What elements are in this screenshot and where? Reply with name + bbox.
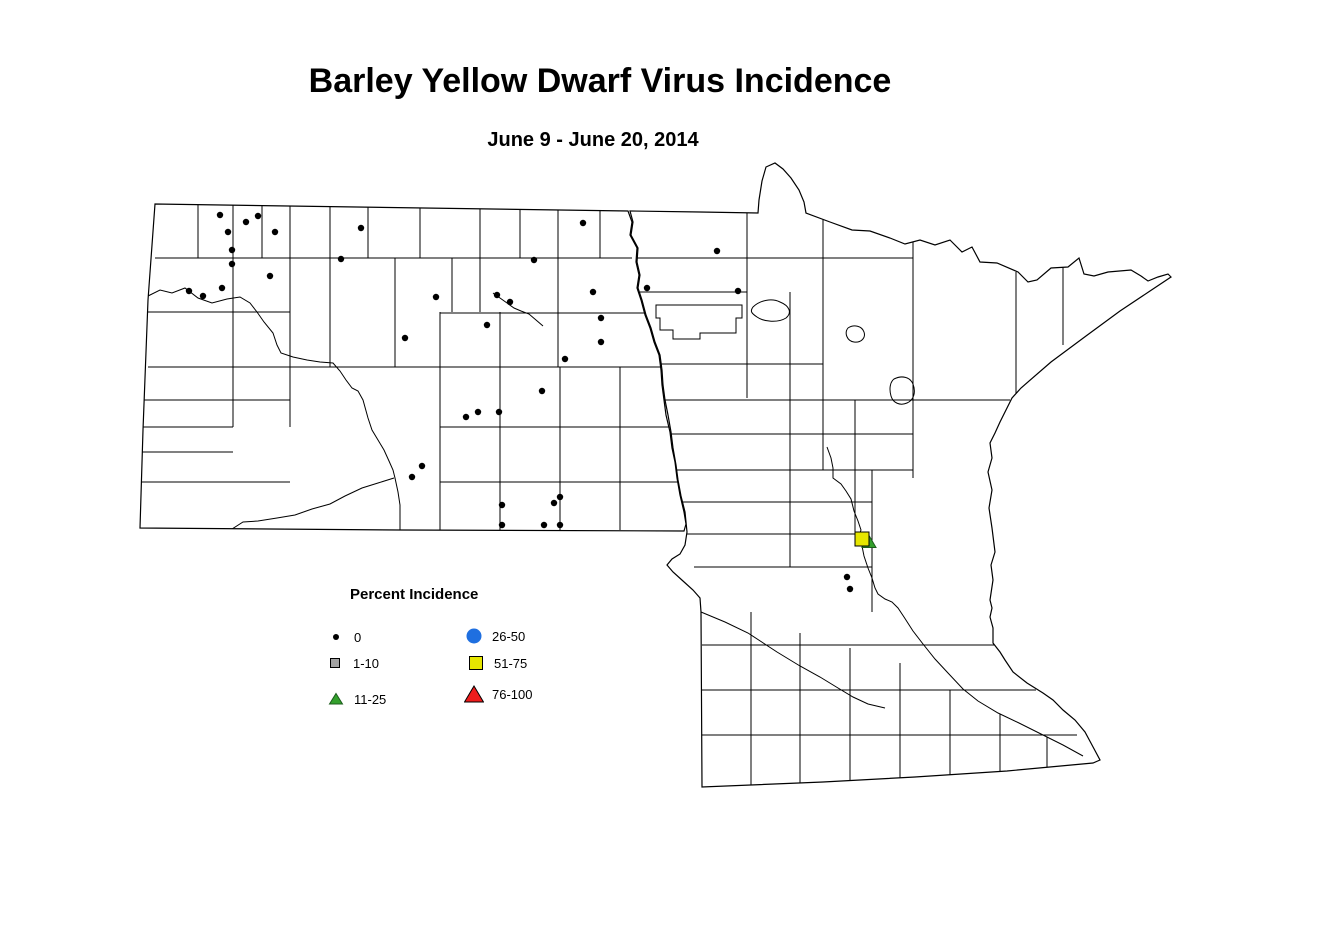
- map-marker-dot-black: [556, 521, 564, 529]
- legend-label: 51-75: [494, 655, 528, 671]
- map-marker-dot-black: [589, 288, 597, 296]
- map-marker-dot-black: [224, 228, 232, 236]
- map-marker-dot-black: [228, 260, 236, 268]
- legend-item-11-25: 11-25: [326, 689, 386, 709]
- mississippi-river: [826, 446, 1084, 757]
- map-marker-dot-black: [337, 255, 345, 263]
- map-marker-dot-black: [538, 387, 546, 395]
- missouri-river: [147, 287, 544, 530]
- map-marker-dot-black: [498, 501, 506, 509]
- map-marker-dot-black: [199, 292, 207, 300]
- legend-label: 1-10: [353, 655, 380, 671]
- map-marker-dot-black: [271, 228, 279, 236]
- legend-triangle-green-icon: [328, 692, 344, 705]
- map-marker-dot-black: [462, 413, 470, 421]
- map-marker-dot-black: [713, 247, 721, 255]
- map-marker-dot-black: [597, 314, 605, 322]
- legend-item-76-100: 76-100: [464, 684, 532, 704]
- page-title: Barley Yellow Dwarf Virus Incidence: [308, 62, 892, 100]
- map-marker-dot-black: [408, 473, 416, 481]
- map-marker-dot-black: [540, 521, 548, 529]
- legend-circle-blue-icon: [466, 628, 482, 644]
- map-marker-dot-black: [432, 293, 440, 301]
- map-marker-dot-black: [579, 219, 587, 227]
- map-marker-dot-black: [498, 521, 506, 529]
- minnesota-river: [700, 611, 886, 709]
- map-marker-dot-black: [474, 408, 482, 416]
- legend-label: 26-50: [492, 628, 526, 644]
- lakes-outline: [655, 299, 915, 405]
- map-marker-dot-black: [550, 499, 558, 507]
- date-range-subtitle: June 9 - June 20, 2014: [487, 129, 699, 151]
- legend-item-26-50: 26-50: [464, 626, 525, 646]
- north-dakota-county-lines: [141, 205, 678, 530]
- legend-item-0: 0: [326, 627, 361, 647]
- map-marker-dot-black: [266, 272, 274, 280]
- legend-label: 0: [354, 629, 362, 645]
- legend-item-1-10: 1-10: [325, 653, 379, 673]
- map-marker-dot-black: [242, 218, 250, 226]
- legend-triangle-red-icon: [464, 685, 484, 703]
- map-marker-dot-black: [556, 493, 564, 501]
- map-markers: [185, 211, 877, 593]
- map-marker-dot-black: [228, 246, 236, 254]
- map-marker-dot-black: [254, 212, 262, 220]
- map-marker-dot-black: [218, 284, 226, 292]
- map-marker-dot-black: [597, 338, 605, 346]
- legend-item-51-75: 51-75: [466, 653, 527, 673]
- map-marker-dot-black: [843, 573, 851, 581]
- map-marker-dot-black: [401, 334, 409, 342]
- minnesota-county-lines: [632, 213, 1084, 787]
- legend-dot-black-icon: [333, 634, 339, 640]
- state-minnesota: [629, 162, 1172, 788]
- map-marker-dot-black: [483, 321, 491, 329]
- map-marker-dot-black: [734, 287, 742, 295]
- map-marker-dot-black: [846, 585, 854, 593]
- map-marker-dot-black: [493, 291, 501, 299]
- map-marker-square-yellow: [854, 531, 870, 547]
- map-marker-dot-black: [185, 287, 193, 295]
- map-marker-dot-black: [643, 284, 651, 292]
- legend-label: 11-25: [354, 691, 387, 707]
- legend-square-yellow-icon: [469, 656, 483, 670]
- legend-square-gray-icon: [330, 658, 340, 668]
- map-marker-dot-black: [530, 256, 538, 264]
- map-marker-dot-black: [357, 224, 365, 232]
- legend-label: 76-100: [492, 686, 533, 702]
- legend-title: Percent Incidence: [350, 586, 479, 603]
- map-marker-dot-black: [495, 408, 503, 416]
- map-marker-dot-black: [216, 211, 224, 219]
- map-marker-dot-black: [561, 355, 569, 363]
- map-marker-dot-black: [418, 462, 426, 470]
- map-marker-dot-black: [506, 298, 514, 306]
